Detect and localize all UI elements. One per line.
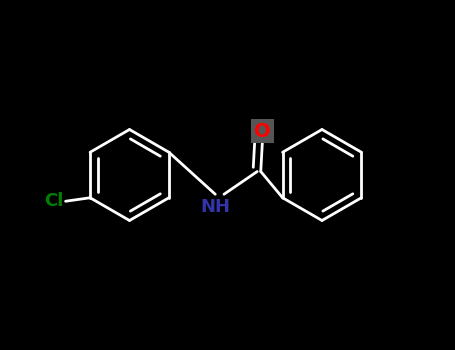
Text: NH: NH (200, 198, 230, 216)
Text: Cl: Cl (45, 192, 64, 210)
Text: O: O (254, 122, 271, 141)
